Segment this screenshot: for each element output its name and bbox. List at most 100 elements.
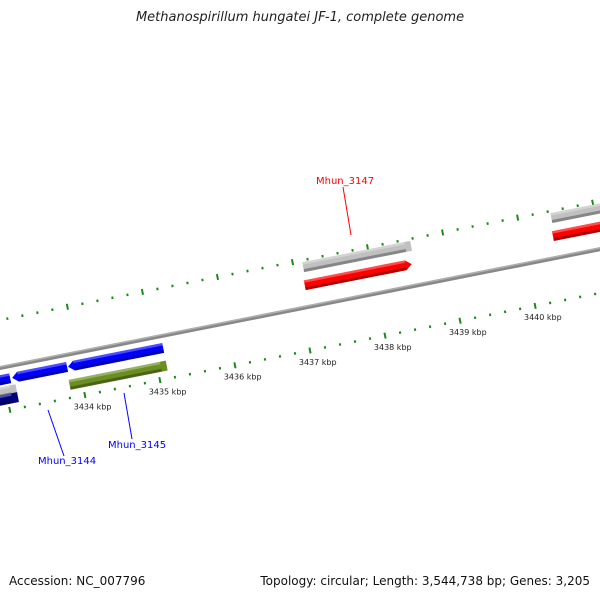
minor-tick: [593, 292, 597, 296]
minor-tick: [501, 219, 504, 222]
major-tick: [65, 303, 69, 310]
minor-tick: [261, 266, 264, 270]
gene-mhun-3145-shine: [72, 343, 163, 364]
gene-feature-green-shine: [68, 361, 161, 383]
gene-feature-green-shade: [69, 368, 162, 390]
gene-feature-navy-shade: [0, 400, 14, 411]
gene-feature-green[interactable]: [68, 360, 168, 390]
minor-tick: [546, 210, 549, 214]
gene-label-mhun-3145[interactable]: Mhun_3145: [108, 440, 166, 451]
minor-tick: [576, 204, 579, 208]
major-tick: [158, 377, 162, 384]
major-tick: [458, 317, 462, 324]
gene-mhun-3145-shade: [74, 349, 165, 371]
minor-tick: [353, 340, 357, 343]
genome-summary: Topology: circular; Length: 3,544,738 bp…: [260, 574, 590, 588]
minor-tick: [411, 236, 414, 240]
minor-tick: [321, 254, 324, 258]
minor-tick: [456, 228, 459, 231]
major-tick: [8, 406, 12, 414]
gene-mhun-3147-shine: [303, 260, 406, 283]
gene-feature-gray-shine: [0, 385, 11, 395]
minor-tick: [276, 263, 279, 267]
minor-tick: [368, 337, 372, 340]
minor-tick: [518, 307, 522, 311]
minor-tick: [443, 322, 447, 326]
minor-tick: [486, 222, 489, 225]
minor-tick: [278, 354, 282, 358]
gene-feature-navy[interactable]: [0, 392, 19, 411]
minor-tick: [336, 251, 339, 255]
major-tick: [215, 273, 220, 281]
minor-tick: [396, 239, 399, 243]
major-tick: [383, 332, 387, 339]
gene-forward-shade: [553, 225, 600, 241]
gene-feature-gray-shade: [303, 248, 407, 273]
gene-feature-gray[interactable]: [302, 240, 413, 273]
gene-label-leader: [342, 186, 352, 236]
gene-reverse[interactable]: [0, 373, 12, 390]
gene-mhun-3144-shine: [17, 362, 67, 375]
minor-tick: [111, 296, 114, 300]
minor-tick: [96, 299, 99, 303]
gene-feature-gray[interactable]: [0, 384, 18, 403]
minor-tick: [488, 313, 492, 317]
major-tick: [233, 362, 237, 369]
minor-tick: [128, 384, 132, 388]
minor-tick: [578, 295, 582, 299]
minor-tick: [293, 352, 297, 355]
gene-reverse-shine: [0, 373, 10, 382]
major-tick: [308, 347, 312, 354]
minor-tick: [531, 213, 534, 217]
minor-tick: [473, 316, 477, 320]
gene-label-mhun-3147[interactable]: Mhun_3147: [316, 176, 374, 187]
major-tick: [591, 199, 595, 206]
minor-tick: [246, 269, 249, 273]
minor-tick: [203, 369, 207, 373]
gene-mhun-3144[interactable]: [11, 362, 69, 383]
gene-reverse-shade: [0, 380, 12, 390]
genome-backbone-highlight: [0, 210, 600, 387]
minor-tick: [306, 257, 309, 261]
minor-tick: [381, 242, 384, 246]
gene-label-leader: [47, 409, 65, 457]
minor-tick: [398, 331, 402, 335]
minor-tick: [563, 298, 567, 302]
genome-title: Methanospirillum hungatei JF-1, complete…: [135, 10, 465, 25]
minor-tick: [186, 281, 189, 285]
gene-label-mhun-3144[interactable]: Mhun_3144: [38, 456, 96, 467]
minor-tick: [156, 287, 159, 291]
minor-tick: [21, 314, 24, 318]
minor-tick: [231, 272, 234, 276]
scale-label: 3437 kbp: [299, 358, 337, 367]
gene-feature-gray[interactable]: [550, 199, 600, 223]
minor-tick: [81, 302, 84, 306]
scale-label: 3440 kbp: [524, 313, 562, 322]
gene-mhun-3147[interactable]: [303, 259, 413, 291]
major-tick: [83, 391, 87, 399]
minor-tick: [413, 328, 417, 332]
scale-label: 3435 kbp: [149, 387, 187, 396]
minor-tick: [218, 366, 222, 370]
minor-tick: [53, 399, 57, 403]
gene-feature-gray-shade: [551, 207, 600, 223]
minor-tick: [338, 343, 342, 346]
major-tick: [516, 214, 520, 221]
gene-forward[interactable]: [551, 217, 600, 241]
minor-tick: [113, 387, 117, 391]
gene-mhun-3144-shade: [18, 368, 69, 382]
gene-feature-navy-shine: [0, 393, 12, 403]
major-tick: [533, 302, 537, 310]
gene-label-leader: [123, 392, 133, 440]
gene-mhun-3147-shade: [305, 267, 407, 291]
scale-label: 3438 kbp: [374, 343, 412, 352]
major-tick: [290, 259, 295, 266]
minor-tick: [426, 234, 429, 237]
minor-tick: [171, 284, 174, 288]
gene-mhun-3145[interactable]: [67, 343, 165, 372]
gene-feature-gray-shine: [302, 242, 405, 265]
gene-forward-shine: [551, 218, 600, 234]
minor-tick: [263, 357, 267, 361]
scale-label: 3439 kbp: [449, 328, 487, 337]
